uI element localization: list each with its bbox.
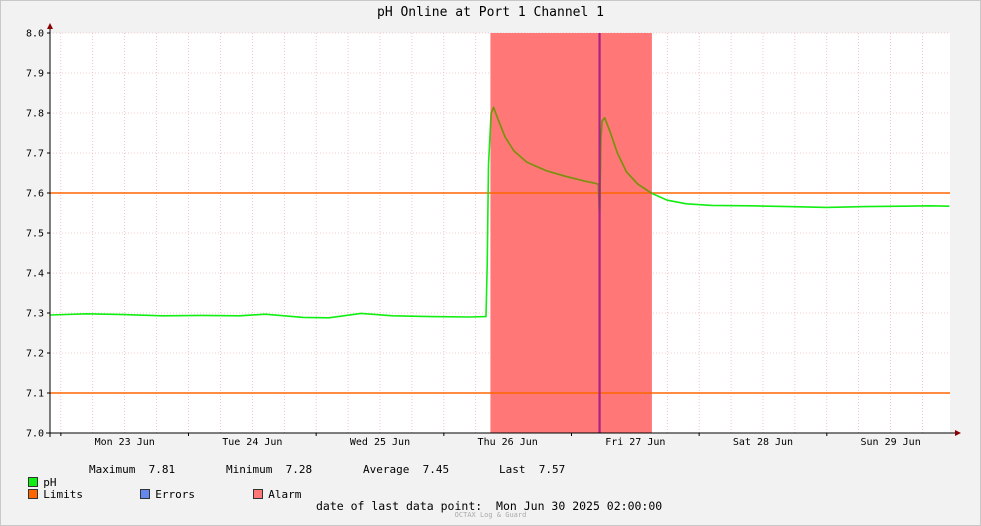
x-tick-label: Wed 25 Jun xyxy=(350,437,410,448)
legend-row-ph: pH xyxy=(15,463,57,489)
stat-maximum: Maximum 7.81 xyxy=(89,463,175,476)
x-tick-label: Fri 27 Jun xyxy=(605,437,665,448)
alarm-band xyxy=(490,33,652,433)
last-data-point-value: Mon Jun 30 2025 02:00:00 xyxy=(496,499,663,513)
stat-maximum-value: 7.81 xyxy=(148,463,176,476)
legend-label-limits: Limits xyxy=(43,488,83,501)
y-tick-label: 7.6 xyxy=(26,189,44,200)
stat-last-value: 7.57 xyxy=(538,463,566,476)
y-tick-label: 7.5 xyxy=(26,229,44,240)
legend-swatch-alarm xyxy=(253,489,264,499)
stat-minimum: Minimum 7.28 xyxy=(226,463,312,476)
y-tick-label: 7.4 xyxy=(26,269,44,280)
y-axis-arrow xyxy=(47,23,53,29)
series-line-ph-in-alarm xyxy=(490,106,652,222)
legend-row-limits: Limits xyxy=(15,475,83,501)
stat-minimum-label: Minimum xyxy=(226,463,273,476)
x-tick-label: Sat 28 Jun xyxy=(733,437,793,448)
legend-row-errors: Errors xyxy=(127,475,195,501)
stat-last-label: Last xyxy=(499,463,526,476)
x-tick-label: Thu 26 Jun xyxy=(478,437,538,448)
legend-label-errors: Errors xyxy=(155,488,195,501)
x-tick-label: Sun 29 Jun xyxy=(861,437,921,448)
stat-minimum-value: 7.28 xyxy=(285,463,313,476)
stat-average-value: 7.45 xyxy=(422,463,450,476)
x-tick-label: Mon 23 Jun xyxy=(95,437,155,448)
legend-swatch-errors xyxy=(140,489,151,499)
stat-average: Average 7.45 xyxy=(363,463,449,476)
last-data-point-label: date of last data point: xyxy=(316,499,483,513)
legend-label-ph: pH xyxy=(43,476,57,489)
last-data-point: date of last data point: Mon Jun 30 2025… xyxy=(316,499,662,513)
y-tick-label: 7.1 xyxy=(26,389,44,400)
y-tick-label: 8.0 xyxy=(26,29,44,40)
chart-title: pH Online at Port 1 Channel 1 xyxy=(377,5,604,20)
x-tick-label: Tue 24 Jun xyxy=(222,437,282,448)
y-tick-label: 7.2 xyxy=(26,349,44,360)
stat-maximum-label: Maximum xyxy=(89,463,136,476)
y-tick-label: 7.8 xyxy=(26,109,44,120)
legend-swatch-limits xyxy=(28,489,39,499)
legend-label-alarm: Alarm xyxy=(268,488,302,501)
x-axis-arrow xyxy=(955,430,961,436)
legend-swatch-ph xyxy=(28,477,39,487)
y-tick-label: 7.7 xyxy=(26,149,44,160)
y-tick-label: 7.9 xyxy=(26,69,44,80)
y-tick-label: 7.0 xyxy=(26,429,44,440)
legend-row-alarm: Alarm xyxy=(240,475,301,501)
stat-last: Last 7.57 xyxy=(499,463,565,476)
y-tick-label: 7.3 xyxy=(26,309,44,320)
stat-average-label: Average xyxy=(363,463,410,476)
brand-watermark: OCTAX Log & Guard xyxy=(454,511,527,519)
